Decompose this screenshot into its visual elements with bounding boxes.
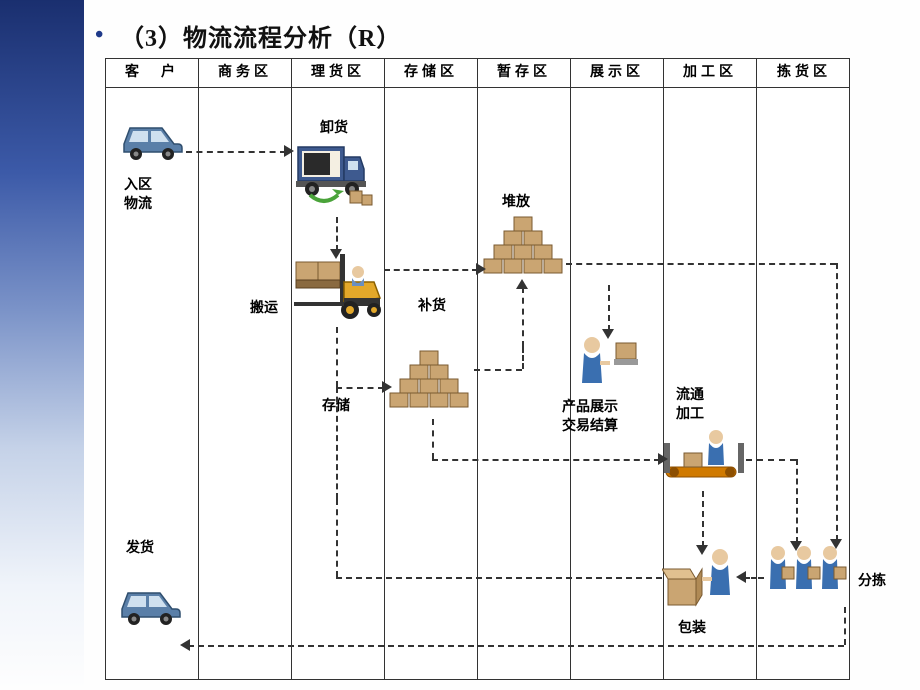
label-replen: 补货 (418, 295, 446, 315)
label-unload: 卸货 (320, 117, 348, 137)
col-header: 商务区 (199, 59, 292, 87)
page-title: （3）物流流程分析（R） (120, 18, 401, 53)
col-separator (756, 59, 757, 679)
label-ship: 发货 (126, 537, 154, 557)
flow-diagram: 客 户商务区理货区存储区暂存区展示区加工区拣货区 入区物流 卸货 (105, 58, 850, 680)
label-stack: 堆放 (502, 191, 530, 211)
sidebar-gradient (0, 0, 84, 690)
col-separator (570, 59, 571, 679)
col-header: 理货区 (292, 59, 385, 87)
col-header: 暂存区 (478, 59, 571, 87)
col-header: 客 户 (106, 59, 199, 87)
forklift-icon (294, 254, 384, 324)
label-display: 产品展示交易结算 (562, 399, 618, 437)
car-ship-icon (114, 579, 186, 627)
stack-boxes-icon (482, 215, 564, 281)
label-inbound: 入区物流 (124, 177, 152, 215)
bullet: • (95, 22, 103, 49)
truck-icon (294, 139, 380, 211)
col-header: 拣货区 (757, 59, 851, 87)
pack-icon (662, 549, 742, 611)
col-header: 展示区 (571, 59, 664, 87)
label-move: 搬运 (250, 297, 278, 317)
display-people-icon (574, 335, 646, 393)
process-icon (664, 429, 750, 489)
label-process: 流通加工 (676, 387, 704, 425)
sort-icon (764, 545, 848, 607)
label-pack: 包装 (678, 617, 706, 637)
col-header: 加工区 (664, 59, 757, 87)
car-inbound-icon (116, 114, 188, 162)
store-boxes-icon (386, 349, 472, 419)
label-sort: 分拣 (858, 570, 886, 590)
col-header: 存储区 (385, 59, 478, 87)
col-separator (384, 59, 385, 679)
